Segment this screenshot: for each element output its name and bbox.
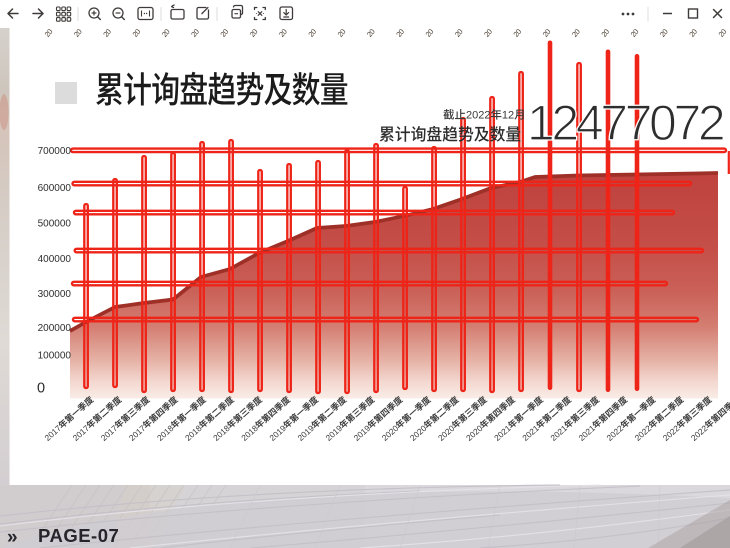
svg-text:20: 20 xyxy=(511,27,523,39)
svg-text:500000: 500000 xyxy=(38,219,72,230)
svg-text:20: 20 xyxy=(72,27,84,39)
svg-text:2022: 2022 xyxy=(466,110,490,122)
svg-text:20: 20 xyxy=(658,27,670,39)
svg-text:300000: 300000 xyxy=(38,289,72,300)
svg-text:»: » xyxy=(7,527,18,548)
svg-text:20: 20 xyxy=(570,27,582,39)
svg-text:20: 20 xyxy=(717,27,729,39)
svg-text:20: 20 xyxy=(629,27,641,39)
svg-text:20: 20 xyxy=(277,27,289,39)
svg-text:600000: 600000 xyxy=(38,183,72,194)
svg-text:12: 12 xyxy=(502,110,514,122)
svg-text:20: 20 xyxy=(336,27,348,39)
svg-text:20: 20 xyxy=(541,27,553,39)
svg-text:700000: 700000 xyxy=(38,146,72,157)
svg-text:20: 20 xyxy=(306,27,318,39)
svg-text:20: 20 xyxy=(453,27,465,39)
svg-text:20: 20 xyxy=(365,27,377,39)
svg-text:20: 20 xyxy=(687,27,699,39)
svg-text:20: 20 xyxy=(131,27,143,39)
svg-text:100000: 100000 xyxy=(38,351,72,362)
svg-text:20: 20 xyxy=(394,27,406,39)
svg-text:20: 20 xyxy=(424,27,436,39)
svg-text:20: 20 xyxy=(218,27,230,39)
svg-text:20: 20 xyxy=(482,27,494,39)
svg-text:400000: 400000 xyxy=(38,254,72,265)
svg-text:20: 20 xyxy=(599,27,611,39)
svg-text:200000: 200000 xyxy=(38,323,72,334)
svg-text:20: 20 xyxy=(101,27,113,39)
svg-text:20: 20 xyxy=(43,27,55,39)
svg-text:20: 20 xyxy=(248,27,260,39)
svg-text:20: 20 xyxy=(189,27,201,39)
svg-text:0: 0 xyxy=(37,381,45,397)
svg-text:20: 20 xyxy=(160,27,172,39)
svg-text:12477072: 12477072 xyxy=(527,95,724,151)
svg-text:PAGE-07: PAGE-07 xyxy=(38,525,119,546)
